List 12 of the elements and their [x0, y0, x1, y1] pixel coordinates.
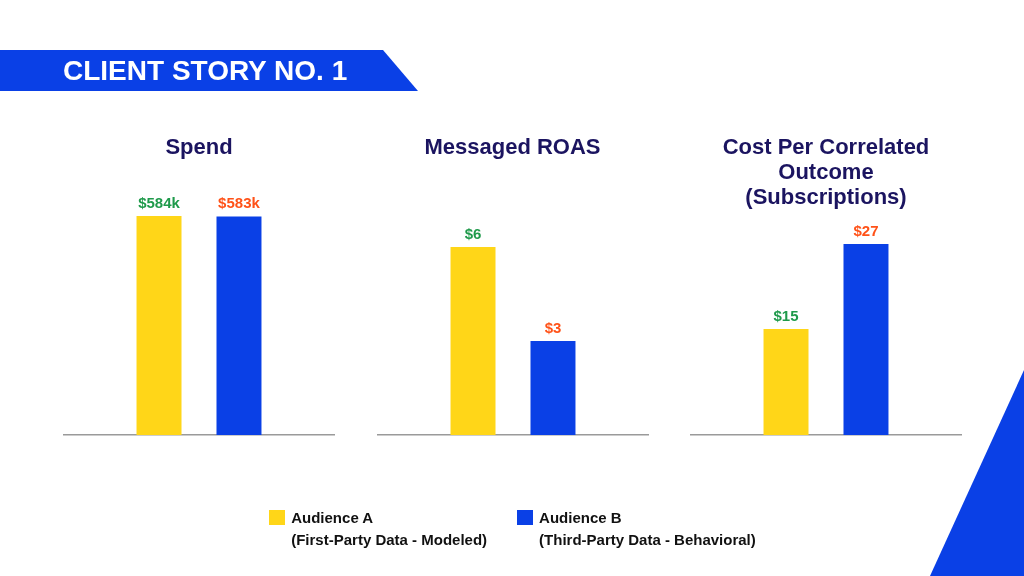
legend-label: Audience A (First-Party Data - Modeled) — [291, 508, 488, 550]
chart-title: Messaged ROAS — [423, 134, 602, 159]
data-label: $583k — [218, 194, 261, 212]
data-label: $6 — [464, 224, 481, 242]
data-label: $584k — [138, 193, 181, 211]
legend-label: Audience B (Third-Party Data - Behavioral) — [539, 508, 756, 550]
chart-title: Cost Per Correlated Outcome (Subscriptions) — [721, 134, 931, 209]
text: CLIENT STORY NO. 1 — [63, 54, 348, 87]
chart-title: Spend — [164, 134, 234, 159]
data-label: $3 — [544, 318, 561, 336]
data-label: $15 — [773, 306, 799, 324]
data-label: $27 — [853, 221, 879, 239]
